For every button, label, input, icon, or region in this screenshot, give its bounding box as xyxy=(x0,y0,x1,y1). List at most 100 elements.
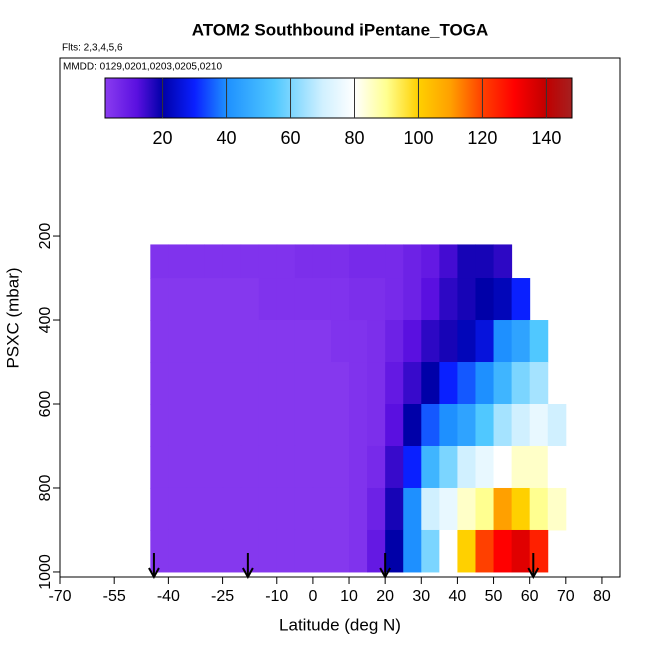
heat-cell xyxy=(547,445,567,489)
heat-cell xyxy=(475,487,495,531)
x-tick-label: 70 xyxy=(557,588,575,605)
heat-cell xyxy=(168,362,187,405)
heat-cell xyxy=(457,445,476,489)
heat-cell xyxy=(222,320,242,363)
arrow-head xyxy=(148,567,160,580)
heat-cell xyxy=(385,320,404,363)
heat-cell xyxy=(186,404,206,447)
heat-cell xyxy=(403,244,422,279)
heat-cell xyxy=(312,362,332,405)
y-tick-label: 400 xyxy=(37,307,54,334)
heat-cell xyxy=(258,320,278,363)
heat-cell xyxy=(330,278,350,321)
heat-cell xyxy=(511,404,531,447)
colorbar-tick-label: 100 xyxy=(403,128,433,148)
heat-cell xyxy=(403,362,422,405)
heat-cell xyxy=(168,244,187,279)
heat-cell xyxy=(276,320,296,363)
heat-cell xyxy=(493,320,513,363)
heat-cell xyxy=(403,487,422,531)
heat-cell xyxy=(421,404,440,447)
heat-cell xyxy=(240,362,260,405)
heat-cell xyxy=(529,404,549,447)
heat-cell xyxy=(240,320,260,363)
heat-cell xyxy=(312,487,332,531)
heat-cell xyxy=(168,487,187,531)
heat-cell xyxy=(330,362,350,405)
heat-cell xyxy=(421,487,440,531)
heat-cell xyxy=(385,244,404,279)
heat-cell xyxy=(493,362,513,405)
heat-cell xyxy=(349,320,368,363)
heat-cell xyxy=(349,244,368,279)
heat-cell xyxy=(222,362,242,405)
heat-cell xyxy=(258,244,278,279)
x-tick-label: -25 xyxy=(211,588,234,605)
x-tick-label: 50 xyxy=(485,588,503,605)
x-tick-label: -55 xyxy=(103,588,126,605)
heat-cell xyxy=(547,487,567,531)
heat-cell xyxy=(240,445,260,489)
arrow-head xyxy=(527,567,540,580)
y-tick-label: 200 xyxy=(37,223,54,250)
heat-cell xyxy=(385,278,404,321)
x-tick-label: -40 xyxy=(157,588,180,605)
heat-cell xyxy=(258,445,278,489)
heat-cell xyxy=(150,529,169,573)
arrow-head xyxy=(379,567,392,580)
heat-cell xyxy=(403,278,422,321)
heat-cell xyxy=(439,404,458,447)
heat-cell xyxy=(258,362,278,405)
heat-cell xyxy=(204,244,224,279)
heat-cell xyxy=(385,445,404,489)
heat-cell xyxy=(222,244,242,279)
chart-title: ATOM2 Southbound iPentane_TOGA xyxy=(192,20,489,39)
heat-cell xyxy=(367,529,386,573)
heat-cell xyxy=(330,529,350,573)
heat-cell xyxy=(457,487,476,531)
annotation: MMDD: 0129,0201,0203,0205,0210 xyxy=(63,62,222,73)
x-tick-label: 0 xyxy=(308,588,317,605)
heat-cell xyxy=(493,278,513,321)
heat-cell xyxy=(493,445,513,489)
heat-cell xyxy=(258,487,278,531)
heat-cell xyxy=(421,362,440,405)
heat-cell xyxy=(204,404,224,447)
heat-cell xyxy=(457,362,476,405)
x-tick-label: -70 xyxy=(48,588,71,605)
heat-cell xyxy=(258,404,278,447)
x-tick-label: 80 xyxy=(593,588,611,605)
heat-cell xyxy=(312,244,332,279)
heat-cell xyxy=(330,244,350,279)
x-tick-label: 10 xyxy=(340,588,358,605)
heat-cell xyxy=(367,362,386,405)
heat-cell xyxy=(240,487,260,531)
heat-cell xyxy=(349,404,368,447)
heat-cell xyxy=(475,445,495,489)
heat-cell xyxy=(204,487,224,531)
heat-cell xyxy=(349,362,368,405)
heat-cell xyxy=(204,362,224,405)
heat-cell xyxy=(439,320,458,363)
heat-cell xyxy=(186,278,206,321)
heat-cell xyxy=(294,487,314,531)
heat-cell xyxy=(475,320,495,363)
heat-cell xyxy=(258,278,278,321)
heat-cell xyxy=(385,404,404,447)
heat-cell xyxy=(529,320,549,363)
heat-cell xyxy=(186,244,206,279)
heat-cell xyxy=(349,487,368,531)
heat-cell xyxy=(529,487,549,531)
heat-cell xyxy=(204,529,224,573)
heat-cell xyxy=(511,487,531,531)
heat-cell xyxy=(240,529,260,573)
heat-cell xyxy=(204,445,224,489)
heat-cell xyxy=(385,487,404,531)
heat-cell xyxy=(186,487,206,531)
heat-cell xyxy=(168,320,187,363)
heat-cell xyxy=(457,244,476,279)
heat-cell xyxy=(150,445,169,489)
heat-cell xyxy=(457,404,476,447)
heat-cell xyxy=(457,278,476,321)
